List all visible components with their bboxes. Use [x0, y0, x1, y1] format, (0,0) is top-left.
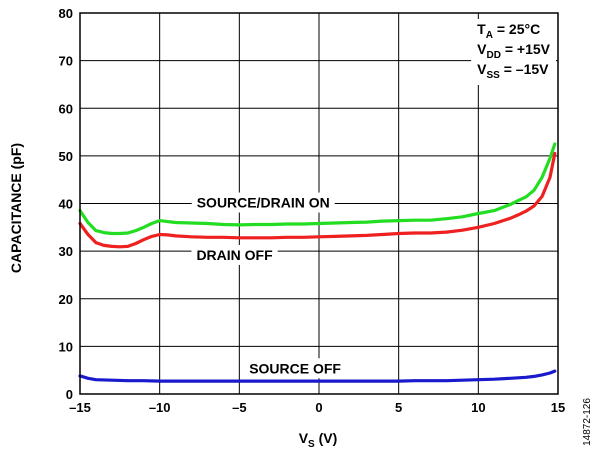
- x-tick-label: 10: [471, 400, 485, 415]
- y-axis-title: CAPACITANCE (pF): [8, 143, 24, 273]
- series-lines: [78, 142, 557, 383]
- series-label: SOURCE/DRAIN ON: [197, 195, 330, 211]
- x-axis-title-rest: (V): [315, 430, 338, 446]
- axis-ticks: –15 –10 –5 0 5 10 15 0 10 20 30 40 50 60 70 80: [59, 6, 566, 415]
- x-axis-title: VS (V): [299, 430, 338, 450]
- y-tick-label: 10: [59, 339, 73, 354]
- x-tick-label: 5: [395, 400, 402, 415]
- series-label-background: [191, 192, 335, 213]
- series-line-source-off: [78, 369, 557, 383]
- y-tick-label: 70: [59, 54, 73, 69]
- series-line-drain-off: [78, 151, 557, 249]
- y-tick-label: 60: [59, 101, 73, 116]
- x-tick-label: 15: [551, 400, 565, 415]
- plot-frame: [79, 12, 559, 395]
- y-tick-label: 50: [59, 149, 73, 164]
- y-tick-label: 0: [66, 387, 73, 402]
- figure-id: 14872-126: [582, 398, 593, 446]
- series-label: DRAIN OFF: [196, 247, 273, 263]
- y-tick-label: 30: [59, 244, 73, 259]
- y-tick-label: 20: [59, 292, 73, 307]
- y-tick-label: 80: [59, 6, 73, 21]
- condition-line: TA = 25°C: [477, 21, 540, 41]
- condition-line: VDD = +15V: [477, 41, 551, 61]
- condition-line: VSS = –15V: [477, 61, 549, 81]
- x-axis-title-sub: S: [308, 439, 315, 450]
- x-tick-label: 0: [315, 400, 322, 415]
- x-tick-label: –10: [149, 400, 171, 415]
- conditions-background: [471, 19, 556, 85]
- x-axis-title-main: V: [299, 430, 309, 446]
- x-tick-label: –15: [69, 400, 91, 415]
- x-tick-label: –5: [232, 400, 246, 415]
- series-line-source-drain-on: [78, 142, 557, 236]
- series-label-background: [244, 358, 346, 379]
- series-label-background: [191, 244, 278, 265]
- y-tick-label: 40: [59, 197, 73, 212]
- series-label: SOURCE OFF: [249, 360, 341, 376]
- series-labels: SOURCE/DRAIN ON DRAIN OFF SOURCE OFF: [191, 192, 346, 379]
